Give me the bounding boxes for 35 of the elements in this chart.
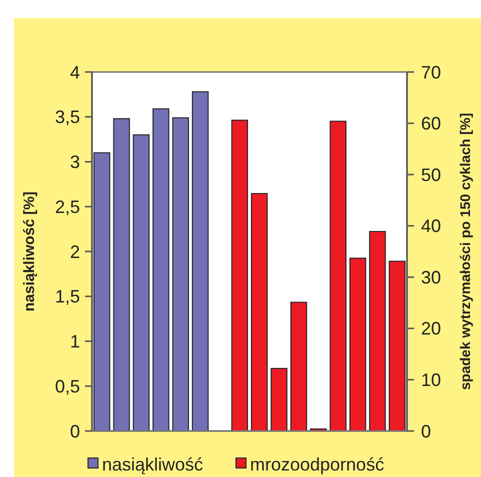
y-tick-label: 0,5 bbox=[54, 376, 80, 396]
y-tick-label: 4 bbox=[70, 62, 80, 82]
legend-label: nasiąkliwość bbox=[102, 454, 204, 474]
bar bbox=[172, 117, 189, 432]
bar bbox=[349, 258, 366, 432]
y-tick-label: 3,5 bbox=[54, 107, 80, 128]
y-tick-label: 0 bbox=[70, 421, 80, 442]
bar bbox=[290, 302, 308, 432]
bar bbox=[250, 193, 268, 432]
y-tick-label: 3 bbox=[70, 152, 80, 172]
y2-tick-label: 50 bbox=[421, 164, 442, 185]
y2-tick-label: 70 bbox=[421, 62, 442, 82]
legend-label: mrozoodporność bbox=[250, 454, 384, 474]
y2-tick-label: 20 bbox=[421, 318, 442, 339]
y2-tick-label: 10 bbox=[421, 370, 442, 390]
y2-tick-label: 30 bbox=[421, 267, 442, 288]
bar bbox=[231, 120, 248, 432]
bar bbox=[192, 91, 209, 432]
bar bbox=[93, 152, 110, 432]
bar bbox=[113, 118, 130, 432]
y-tick-label: 2,5 bbox=[54, 196, 80, 217]
y2-tick-label: 40 bbox=[421, 216, 442, 236]
y2-tick-label: 0 bbox=[421, 421, 432, 442]
bar bbox=[152, 108, 170, 432]
bar bbox=[330, 120, 346, 432]
y-tick-label: 1 bbox=[70, 332, 80, 352]
y-tick-label: 1,5 bbox=[54, 286, 80, 307]
y2-tick-label: 60 bbox=[421, 114, 442, 134]
bar bbox=[388, 260, 406, 432]
y2-axis-title: spadek wytrzymałości po 150 cyklach [%] bbox=[457, 112, 473, 390]
y-tick-label: 2 bbox=[70, 242, 80, 262]
y-axis-title: nasiąkliwość [%] bbox=[21, 191, 38, 312]
bar bbox=[270, 368, 288, 432]
bar bbox=[369, 231, 386, 432]
bar bbox=[132, 134, 150, 432]
